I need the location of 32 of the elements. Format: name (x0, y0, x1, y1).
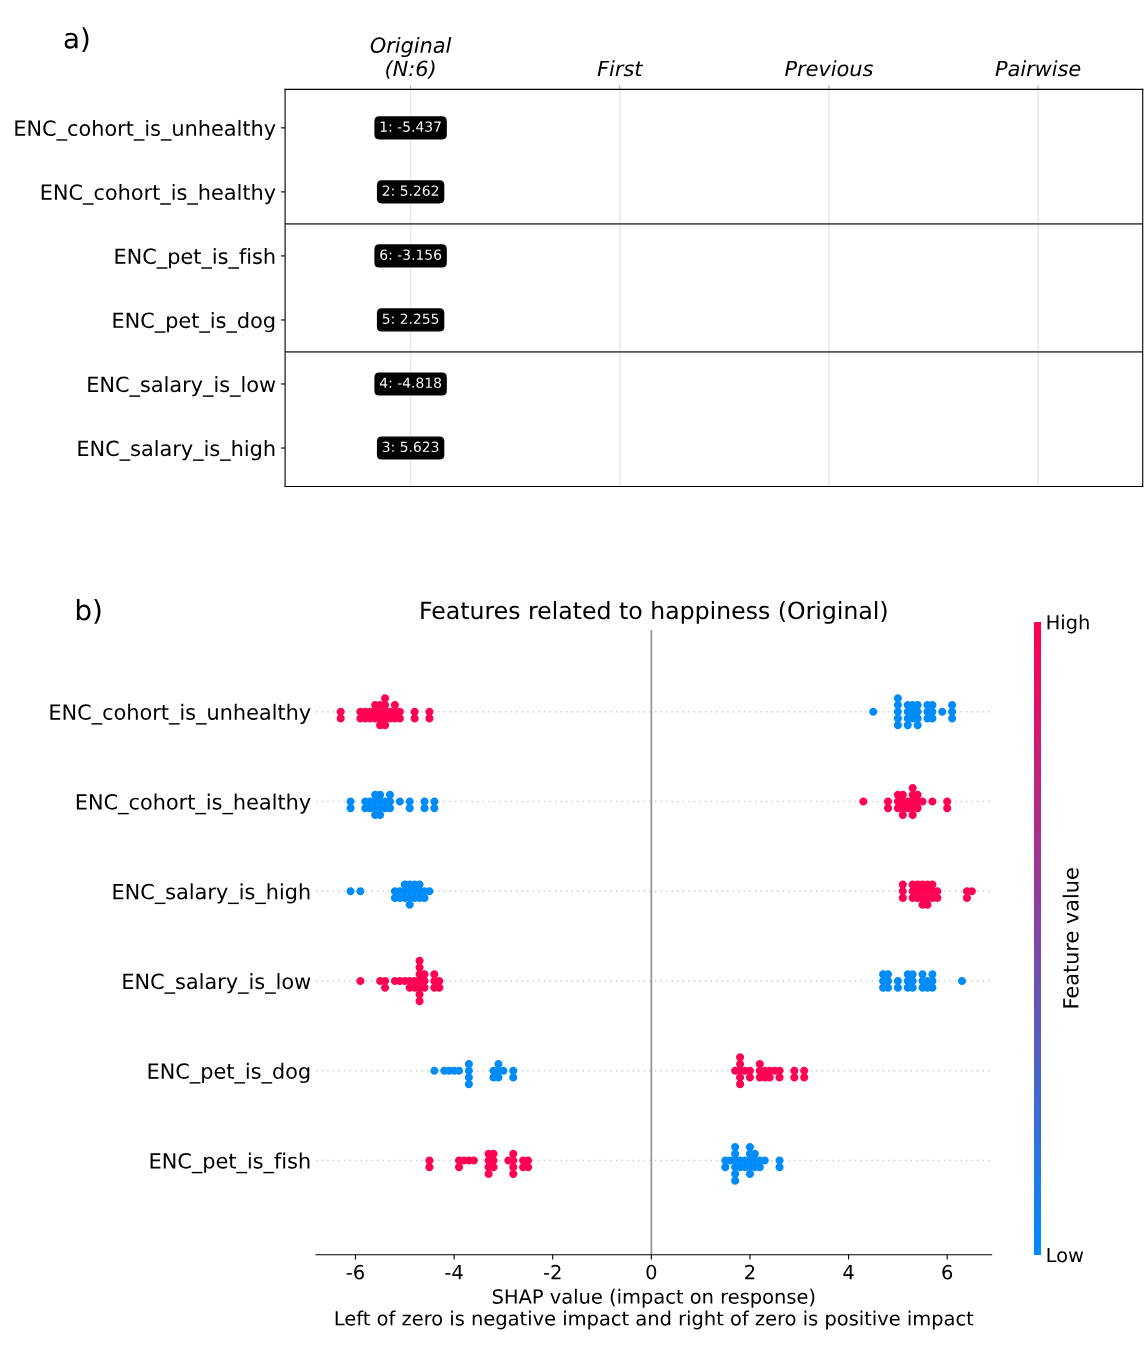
color-bar-label: Low (1047, 1247, 1084, 1263)
text: 1: -5.437 (380, 121, 441, 132)
color-bar-title: Feature value (1062, 868, 1079, 1008)
x-tick-label: 4 (843, 1265, 854, 1280)
y-tick-label: ENC_cohort_is_healthy (76, 793, 311, 815)
text: 3: 5.623 (382, 441, 439, 453)
x-tick-label: -4 (445, 1265, 463, 1280)
category-label: Original (N:6) (370, 36, 452, 79)
y-tick-label: ENC_salary_is_low (123, 973, 311, 994)
y-tick-label: ENC_salary_is_high (113, 883, 310, 905)
color-bar-label: High (1047, 614, 1089, 634)
category-label: First (597, 60, 644, 77)
x-tick-label: 2 (745, 1264, 755, 1280)
y-tick-label: ENC_cohort_is_unhealthy (50, 703, 311, 725)
text: 2: 5.262 (382, 185, 439, 196)
x-tick-label: -6 (346, 1264, 364, 1280)
y-tick-label: ENC_pet_is_fish (150, 1152, 310, 1174)
text: a) (64, 27, 89, 52)
text: b) (76, 599, 101, 624)
text: 4: -4.818 (379, 377, 442, 389)
chart-title: Features related to happiness (Original) (421, 601, 887, 624)
category-label: Previous (785, 60, 873, 77)
category-label: ENC_cohort_is_healthy (41, 183, 276, 205)
x-tick-label: 6 (942, 1264, 953, 1280)
x-axis-title: SHAP value (impact on response) Left of zero is negative impact and right of zero is positive impact (335, 1288, 974, 1330)
text: 6: -3.156 (380, 249, 442, 260)
text: 5: 2.255 (382, 313, 439, 324)
x-tick-label: -2 (543, 1264, 561, 1280)
category-label: Pairwise (995, 60, 1081, 77)
y-tick-label: ENC_pet_is_dog (148, 1062, 310, 1084)
category-label: ENC_cohort_is_unhealthy (15, 119, 276, 141)
x-tick-label: 0 (646, 1264, 657, 1280)
